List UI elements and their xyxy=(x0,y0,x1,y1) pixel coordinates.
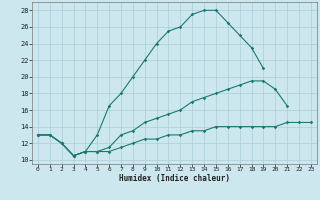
X-axis label: Humidex (Indice chaleur): Humidex (Indice chaleur) xyxy=(119,174,230,183)
